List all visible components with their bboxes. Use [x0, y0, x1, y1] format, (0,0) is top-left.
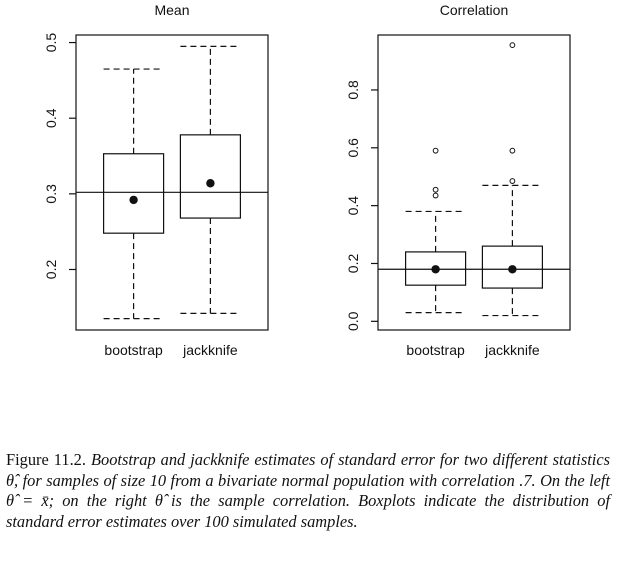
boxplot-jackknife: jackknife	[481, 42, 543, 358]
caption-body: Bootstrap and jackknife estimates of sta…	[6, 450, 610, 531]
box	[102, 153, 165, 234]
panel-1: Correlation 0.0 0.2 0.4 0.6 0.8 bootstrap jackk…	[345, 2, 571, 358]
mean-point	[206, 179, 215, 188]
x-category-label: jackknife	[484, 342, 540, 358]
y-tick-label: 0.5	[43, 33, 59, 53]
panel-title: Correlation	[440, 2, 508, 18]
x-category-label: bootstrap	[104, 342, 163, 358]
panel-0: Mean 0.2 0.3 0.4 0.5 bootstrap jackknife	[43, 2, 269, 358]
y-tick-label: 0.4	[43, 108, 59, 128]
boxplot-bootstrap: bootstrap	[405, 147, 467, 358]
mean-point	[431, 265, 440, 274]
outlier-point	[509, 178, 516, 184]
boxplot-jackknife: jackknife	[179, 45, 241, 358]
y-tick-label: 0.6	[345, 138, 361, 158]
outlier-point	[509, 42, 516, 49]
box	[179, 134, 241, 219]
mean-point	[508, 265, 517, 274]
y-tick-label: 0.2	[43, 260, 59, 280]
x-category-label: bootstrap	[406, 342, 465, 358]
x-category-label: jackknife	[182, 342, 238, 358]
y-tick-label: 0.8	[345, 80, 361, 100]
y-tick-label: 0.2	[345, 254, 361, 274]
figure-caption: Figure 11.2. Bootstrap and jackknife est…	[6, 450, 610, 532]
outlier-point	[432, 147, 439, 154]
y-tick-label: 0.4	[345, 196, 361, 216]
outlier-point	[432, 186, 439, 193]
mean-point	[129, 195, 138, 205]
boxplot-bootstrap: bootstrap	[102, 68, 165, 358]
y-tick-label: 0.0	[345, 311, 361, 331]
plot-frame	[377, 34, 571, 331]
caption-lead: Figure 11.2.	[6, 450, 86, 469]
y-tick-label: 0.3	[43, 184, 59, 204]
plot-frame	[75, 34, 269, 331]
outlier-point	[509, 147, 516, 154]
outlier-point	[432, 192, 439, 199]
panel-title: Mean	[154, 2, 189, 18]
